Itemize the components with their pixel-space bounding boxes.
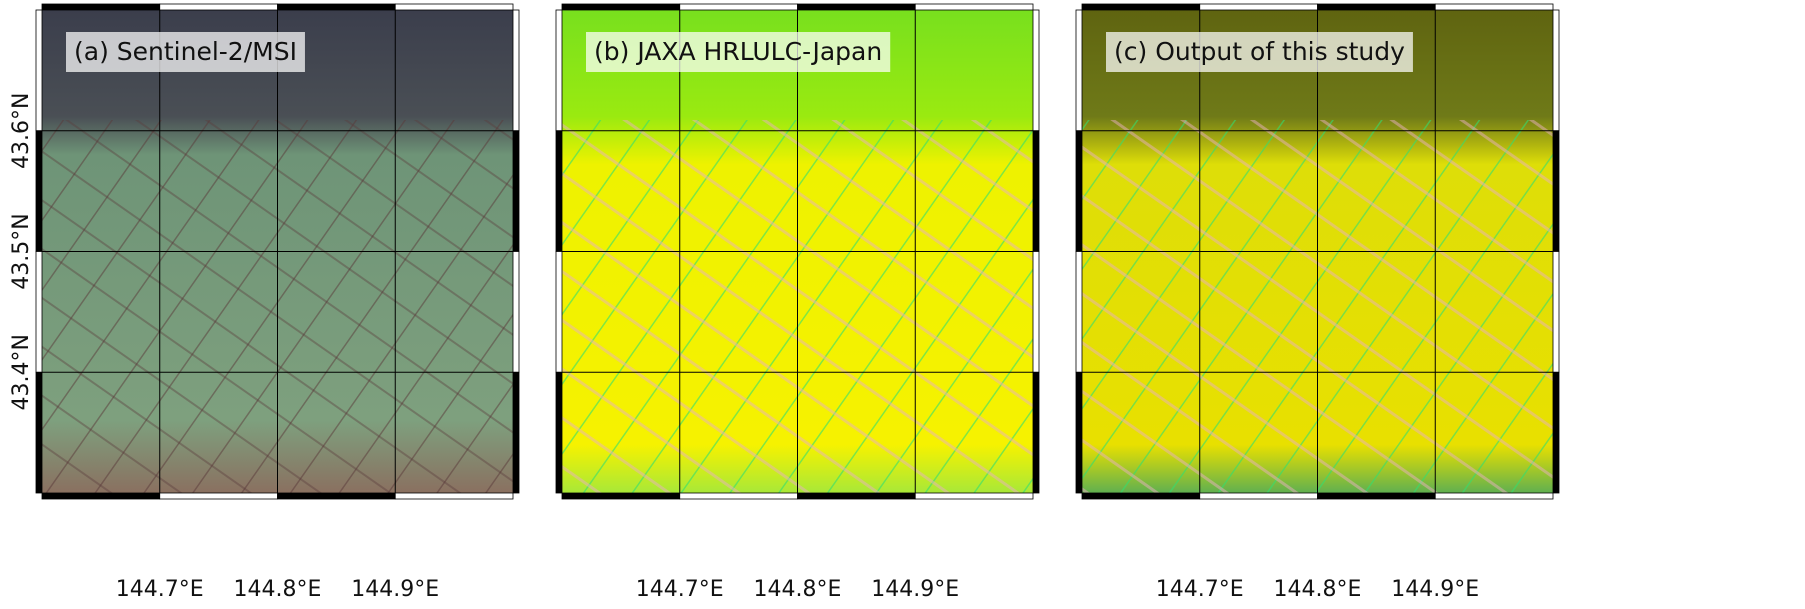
frame-segment bbox=[1081, 3, 1201, 11]
panels: 144.7°E 144.8°E 144.9°E 43.4°N 43.5°N 43.6°N (… bbox=[9, 3, 1560, 602]
frame-segment bbox=[277, 492, 396, 500]
lon-tick-label: 144.9°E bbox=[871, 577, 959, 602]
frame-segment bbox=[1075, 371, 1083, 494]
lon-tick-label: 144.7°E bbox=[116, 577, 204, 602]
frame-segment bbox=[159, 3, 278, 11]
lat-tick-label: 43.5°N bbox=[9, 213, 34, 289]
frame-segment bbox=[1552, 9, 1560, 132]
frame-segment bbox=[35, 251, 43, 373]
frame-segment bbox=[1075, 9, 1083, 132]
frame-segment bbox=[1317, 492, 1436, 500]
lon-tick-label: 144.8°E bbox=[754, 577, 842, 602]
frame-segment bbox=[1317, 3, 1436, 11]
frame-segment bbox=[679, 492, 798, 500]
frame-segment bbox=[1552, 130, 1560, 252]
frame-segment bbox=[512, 130, 520, 252]
title-box bbox=[586, 32, 891, 72]
frame-segment bbox=[555, 130, 563, 252]
lon-tick-label: 144.7°E bbox=[1156, 577, 1244, 602]
frame-segment bbox=[35, 371, 43, 494]
lat-tick-label: 43.6°N bbox=[9, 93, 34, 169]
frame-segment bbox=[1075, 130, 1083, 252]
frame-segment bbox=[159, 492, 278, 500]
map-panel: 144.7°E 144.8°E 144.9°E (b) JAXA HRLULC-Jap… bbox=[555, 3, 1040, 602]
frame-segment bbox=[914, 3, 1034, 11]
map-panel: 144.7°E 144.8°E 144.9°E 43.4°N 43.5°N 43.6°N (… bbox=[9, 3, 520, 602]
frame-segment bbox=[1032, 9, 1040, 132]
lat-tick-label: 43.4°N bbox=[9, 334, 34, 410]
frame-segment bbox=[561, 3, 681, 11]
frame-segment bbox=[797, 492, 916, 500]
frame-segment bbox=[1434, 492, 1554, 500]
frame-segment bbox=[512, 251, 520, 373]
lon-tick-label: 144.9°E bbox=[351, 577, 439, 602]
frame-segment bbox=[1032, 251, 1040, 373]
frame-segment bbox=[512, 371, 520, 494]
frame-segment bbox=[35, 9, 43, 132]
frame-segment bbox=[679, 3, 798, 11]
lon-tick-label: 144.7°E bbox=[636, 577, 724, 602]
frame-segment bbox=[914, 492, 1034, 500]
frame-segment bbox=[41, 3, 161, 11]
title-box bbox=[1106, 32, 1413, 72]
frame-segment bbox=[1552, 251, 1560, 373]
panel-title: (a) Sentinel-2/MSI bbox=[74, 37, 297, 66]
frame-segment bbox=[561, 492, 681, 500]
frame-segment bbox=[277, 3, 396, 11]
frame-segment bbox=[1552, 371, 1560, 494]
frame-segment bbox=[394, 492, 514, 500]
title-box bbox=[66, 32, 305, 72]
map-panel: 144.7°E 144.8°E 144.9°E (c) Output of this … bbox=[1075, 3, 1560, 602]
frame-segment bbox=[512, 9, 520, 132]
frame-segment bbox=[41, 492, 161, 500]
frame-segment bbox=[555, 9, 563, 132]
frame-segment bbox=[797, 3, 916, 11]
panel-title: (b) JAXA HRLULC-Japan bbox=[594, 37, 882, 66]
frame-segment bbox=[394, 3, 514, 11]
frame-segment bbox=[1081, 492, 1201, 500]
frame-segment bbox=[35, 130, 43, 252]
frame-segment bbox=[1032, 130, 1040, 252]
frame-segment bbox=[1075, 251, 1083, 373]
frame-segment bbox=[1032, 371, 1040, 494]
frame-segment bbox=[555, 371, 563, 494]
frame-segment bbox=[1199, 3, 1318, 11]
frame-segment bbox=[555, 251, 563, 373]
frame-segment bbox=[1199, 492, 1318, 500]
frame-segment bbox=[1434, 3, 1554, 11]
lon-tick-label: 144.8°E bbox=[234, 577, 322, 602]
panel-title: (c) Output of this study bbox=[1114, 37, 1405, 66]
lon-tick-label: 144.9°E bbox=[1391, 577, 1479, 602]
lon-tick-label: 144.8°E bbox=[1274, 577, 1362, 602]
